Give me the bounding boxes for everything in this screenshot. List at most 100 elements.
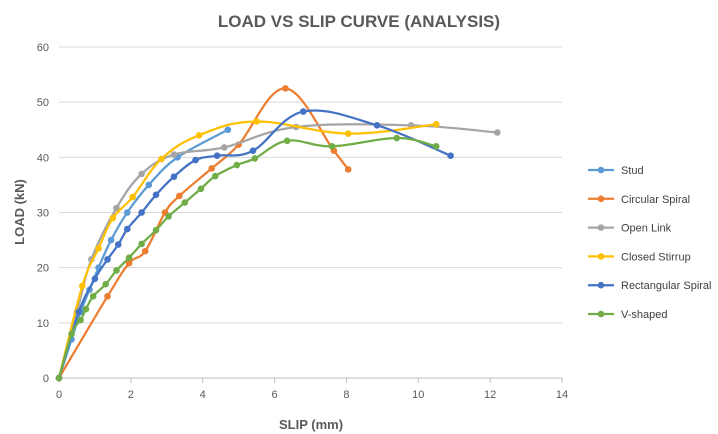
data-point-open-link [170, 151, 178, 158]
data-point-open-link [494, 129, 501, 136]
y-tick-label: 30 [37, 208, 49, 220]
data-point-closed-stirrup [344, 130, 352, 137]
x-tick-label: 8 [343, 389, 349, 401]
data-point-circular-spiral [176, 192, 183, 200]
data-point-v-shaped [251, 155, 259, 162]
x-tick-label: 6 [272, 389, 278, 401]
legend-label: V-shaped [621, 309, 667, 321]
data-point-rectangular-spiral [192, 156, 199, 164]
data-point-rectangular-spiral [91, 275, 99, 283]
data-point-rectangular-spiral [249, 147, 257, 155]
y-tick-label: 50 [37, 97, 49, 109]
data-point-v-shaped [68, 330, 75, 338]
series-rectangular-spiral [55, 108, 454, 382]
legend: Stud Circular Spiral Open Link Closed Stirr… [588, 165, 712, 321]
data-point-rectangular-spiral [152, 191, 160, 199]
data-point-v-shaped [82, 305, 90, 313]
data-point-circular-spiral [344, 166, 352, 173]
series-circular-spiral [55, 85, 352, 382]
data-point-circular-spiral [141, 247, 149, 255]
data-point-v-shaped [125, 254, 133, 262]
data-point-rectangular-spiral [373, 122, 381, 129]
data-point-rectangular-spiral [114, 241, 122, 248]
series-line-closed-stirrup [57, 120, 437, 379]
legend-item-circular-spiral: Circular Spiral [588, 194, 690, 206]
x-tick-label: 12 [484, 389, 496, 401]
legend-label: Stud [621, 165, 644, 177]
data-point-v-shaped [77, 316, 84, 324]
data-point-closed-stirrup [129, 193, 136, 201]
x-tick-label: 0 [56, 389, 62, 401]
data-point-closed-stirrup [253, 118, 260, 125]
x-tick-label: 14 [556, 389, 568, 401]
grid-lines [59, 46, 562, 324]
legend-item-rectangular-spiral: Rectangular Spiral [588, 280, 712, 292]
data-point-v-shaped [181, 199, 189, 206]
data-point-circular-spiral [125, 259, 133, 267]
data-point-stud [107, 236, 115, 244]
y-tick-label: 0 [43, 373, 49, 385]
data-point-rectangular-spiral [300, 108, 307, 115]
data-point-v-shaped [113, 267, 120, 274]
data-point-circular-spiral [208, 165, 215, 172]
data-point-v-shaped [197, 185, 205, 193]
data-point-closed-stirrup [158, 155, 165, 163]
data-point-stud [224, 126, 232, 134]
legend-swatch-marker [597, 281, 605, 289]
data-point-closed-stirrup [432, 120, 440, 128]
legend-label: Open Link [621, 223, 672, 235]
legend-item-closed-stirrup: Closed Stirrup [588, 251, 691, 263]
data-point-rectangular-spiral [104, 256, 111, 263]
data-point-v-shaped [55, 374, 63, 382]
data-point-v-shaped [328, 143, 336, 150]
series-line-open-link [57, 123, 498, 379]
legend-label: Closed Stirrup [621, 251, 691, 263]
data-point-open-link [113, 204, 120, 212]
data-point-circular-spiral [104, 293, 111, 300]
x-tick-label: 2 [128, 389, 134, 401]
axes: 0 10 20 30 40 50 60 0 2 4 6 8 10 12 14 [37, 42, 568, 401]
y-tick-label: 40 [37, 152, 49, 164]
legend-swatch-marker [597, 195, 605, 203]
legend-label: Rectangular Spiral [621, 280, 712, 292]
data-point-v-shaped [102, 280, 110, 288]
y-axis-title: LOAD (kN) [12, 179, 27, 245]
legend-item-open-link: Open Link [588, 223, 672, 235]
data-point-rectangular-spiral [170, 173, 178, 180]
chart-title: LOAD VS SLIP CURVE (ANALYSIS) [218, 12, 500, 31]
series-line-v-shaped [57, 136, 437, 379]
data-point-v-shaped [89, 293, 97, 300]
legend-label: Circular Spiral [621, 194, 690, 206]
data-point-v-shaped [165, 213, 172, 220]
legend-swatch-marker [597, 253, 605, 260]
y-tick-label: 10 [37, 318, 49, 330]
plot-area [55, 85, 501, 382]
legend-item-v-shaped: V-shaped [588, 309, 667, 321]
data-point-v-shaped [211, 172, 219, 180]
x-tick-label: 4 [200, 389, 206, 401]
legend-item-stud: Stud [588, 165, 644, 177]
series-v-shaped [55, 134, 440, 382]
legend-swatch-marker [597, 310, 605, 318]
data-point-stud [123, 209, 131, 216]
data-point-circular-spiral [282, 85, 289, 92]
data-point-v-shaped [393, 134, 401, 142]
x-tick-label: 10 [412, 389, 424, 401]
data-point-closed-stirrup [95, 245, 102, 252]
data-point-v-shaped [233, 161, 241, 169]
data-point-v-shaped [138, 240, 145, 248]
data-point-v-shaped [152, 226, 160, 234]
legend-swatch-marker [597, 224, 605, 231]
data-point-closed-stirrup [79, 282, 86, 290]
data-point-v-shaped [283, 137, 291, 145]
data-point-rectangular-spiral [138, 209, 145, 216]
data-point-rectangular-spiral [123, 225, 131, 233]
data-point-rectangular-spiral [213, 152, 221, 159]
data-point-v-shaped [432, 143, 440, 150]
legend-swatch-marker [597, 166, 605, 174]
y-tick-label: 60 [37, 42, 49, 54]
data-point-stud [145, 181, 153, 189]
data-point-open-link [138, 170, 145, 178]
x-axis-title: SLIP (mm) [279, 417, 343, 432]
